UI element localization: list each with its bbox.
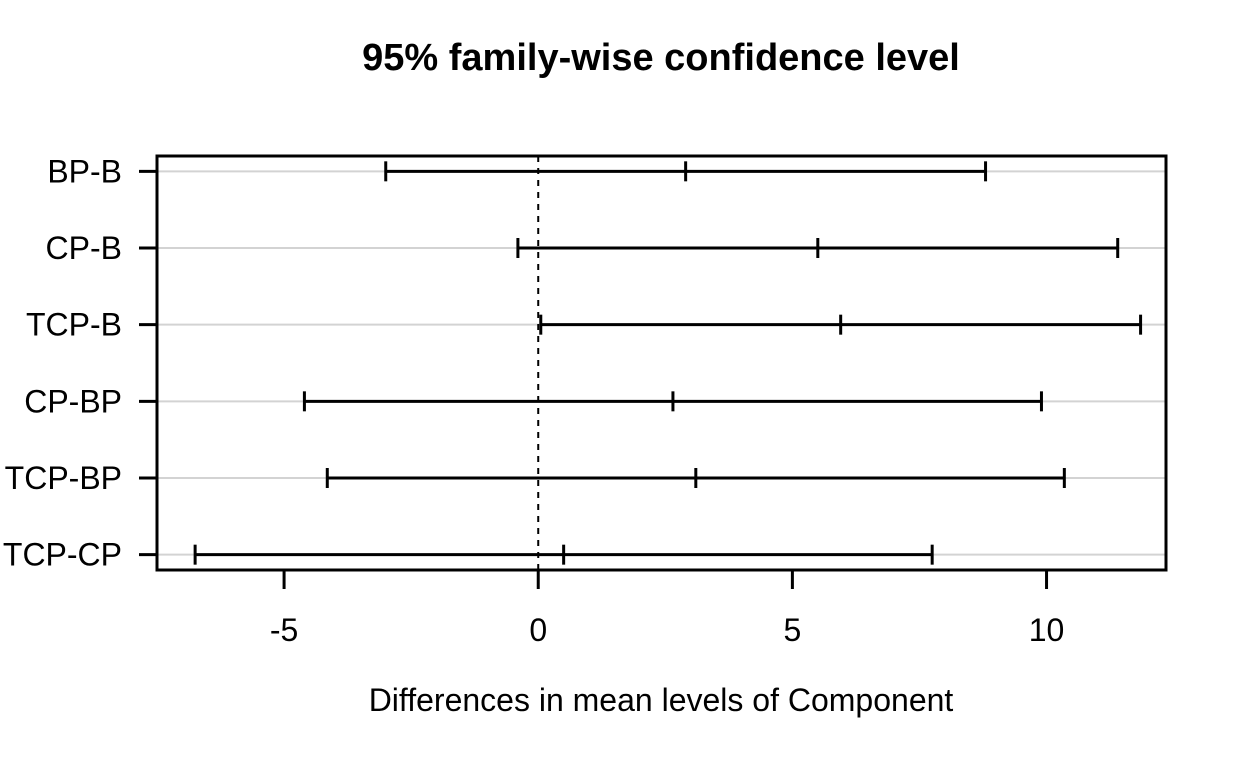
- x-tick-label-5: 5: [783, 612, 801, 648]
- plot-area: BP-B CP-B TCP-B CP-BP TCP-BP TCP-CP -5 0 5 10: [3, 153, 1168, 648]
- plot-box: [155, 154, 1168, 572]
- x-tick-label-10: 10: [1029, 612, 1065, 648]
- x-axis-label: Differences in mean levels of Component: [369, 682, 954, 718]
- y-tick-label-CP-B: CP-B: [46, 230, 122, 266]
- y-tick-label-TCP-BP: TCP-BP: [5, 460, 122, 496]
- y-tick-label-BP-B: BP-B: [47, 153, 122, 189]
- y-tick-label-CP-BP: CP-BP: [24, 383, 122, 419]
- x-tick-label-0: 0: [529, 612, 547, 648]
- chart-title: 95% family-wise confidence level: [362, 37, 960, 79]
- y-tick-label-TCP-CP: TCP-CP: [3, 537, 122, 573]
- y-tick-label-TCP-B: TCP-B: [26, 307, 122, 343]
- x-tick-label--5: -5: [270, 612, 298, 648]
